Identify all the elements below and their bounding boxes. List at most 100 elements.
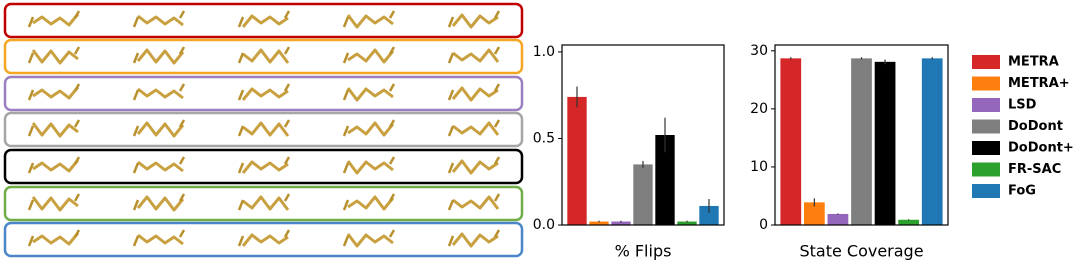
agent-leg	[388, 119, 396, 128]
agent-leg	[447, 16, 455, 28]
legend-swatch	[972, 119, 1000, 134]
agent-leg	[178, 156, 186, 165]
agent-leg	[342, 52, 350, 64]
bar	[921, 58, 943, 225]
axes-frame	[774, 44, 949, 226]
agent-leg	[132, 235, 140, 247]
legend-label: LSD	[1008, 98, 1037, 113]
agent-leg	[27, 235, 35, 247]
bar	[874, 61, 896, 225]
agent-figure	[451, 86, 499, 102]
agent-leg	[447, 162, 455, 174]
agent-figure	[452, 121, 500, 136]
y-tick-label: 10	[750, 159, 768, 175]
agent-leg	[27, 89, 35, 101]
agent-figure	[241, 14, 289, 28]
agent-leg	[493, 10, 501, 19]
bar	[633, 164, 653, 225]
agent-leg	[73, 46, 81, 55]
agent-leg	[342, 235, 350, 247]
agent-figure	[241, 160, 289, 174]
agent-figure	[137, 14, 184, 27]
agent-figure	[241, 233, 289, 247]
agent-figure	[136, 48, 185, 65]
agent-figure	[346, 87, 394, 102]
agent-leg	[178, 10, 186, 19]
legend-label: FR-SAC	[1008, 162, 1061, 177]
agent-figure	[31, 49, 79, 65]
agent-leg	[283, 119, 291, 128]
bar	[827, 213, 849, 225]
agent-leg	[447, 199, 455, 211]
y-tick-label: 30	[750, 43, 768, 59]
agent-figure	[136, 121, 185, 138]
agent-leg	[27, 199, 35, 211]
bar	[611, 221, 631, 225]
legend-swatch	[972, 76, 1000, 91]
agent-leg	[283, 193, 291, 202]
bar	[803, 202, 825, 225]
agent-figure	[32, 159, 80, 173]
agent-leg	[493, 119, 501, 128]
agent-leg	[283, 83, 291, 92]
agent-figure	[137, 233, 184, 246]
agent-figure	[347, 121, 395, 137]
agent-figure	[242, 48, 290, 64]
agent-leg	[447, 125, 455, 137]
row-frame	[3, 38, 524, 75]
row-frame	[3, 111, 524, 148]
agent-leg	[178, 83, 186, 92]
agent-leg	[237, 125, 245, 137]
y-tick-label: 0.5	[533, 130, 555, 146]
agent-figure	[451, 159, 499, 175]
legend-swatch	[972, 162, 1000, 177]
agent-leg	[493, 156, 501, 165]
row-frame	[3, 2, 524, 39]
agent-leg	[388, 229, 396, 238]
agent-leg	[342, 16, 350, 28]
agent-leg	[237, 162, 245, 174]
y-tick-label: 0	[759, 217, 768, 233]
agent-figure	[31, 122, 79, 138]
agent-leg	[388, 10, 396, 19]
agent-leg	[27, 125, 35, 137]
agent-figure	[452, 195, 500, 210]
agent-leg	[237, 16, 245, 28]
agent-leg	[447, 52, 455, 64]
agent-leg	[388, 156, 396, 165]
y-tick-label: 1.0	[533, 44, 555, 60]
bar	[780, 58, 802, 225]
agent-figure	[241, 87, 289, 101]
agent-leg	[388, 193, 396, 202]
bar	[898, 219, 920, 225]
agent-leg	[178, 46, 186, 55]
legend-swatch	[972, 141, 1000, 155]
legend-label: METRA+	[1008, 76, 1070, 91]
agent-leg	[388, 83, 396, 92]
agent-leg	[342, 125, 350, 137]
agent-leg	[283, 46, 291, 55]
agent-leg	[132, 16, 140, 28]
legend-label: METRA	[1008, 55, 1059, 70]
agent-leg	[27, 162, 35, 174]
agent-leg	[283, 156, 291, 165]
agent-leg	[493, 83, 501, 92]
agent-leg	[132, 125, 140, 137]
agent-leg	[73, 156, 81, 165]
agent-leg	[447, 235, 455, 247]
legend-label: FoG	[1008, 184, 1036, 199]
agent-figure	[346, 233, 394, 248]
agent-figure	[242, 121, 290, 137]
agent-figure	[137, 160, 184, 173]
agent-figure	[31, 196, 79, 212]
x-axis-label: % Flips	[615, 242, 672, 261]
agent-leg	[237, 199, 245, 211]
agent-leg	[237, 52, 245, 64]
agent-leg	[388, 46, 396, 55]
agent-figure	[137, 87, 184, 100]
agent-leg	[342, 199, 350, 211]
agent-leg	[27, 52, 35, 64]
agent-leg	[132, 89, 140, 101]
agent-leg	[178, 119, 186, 128]
